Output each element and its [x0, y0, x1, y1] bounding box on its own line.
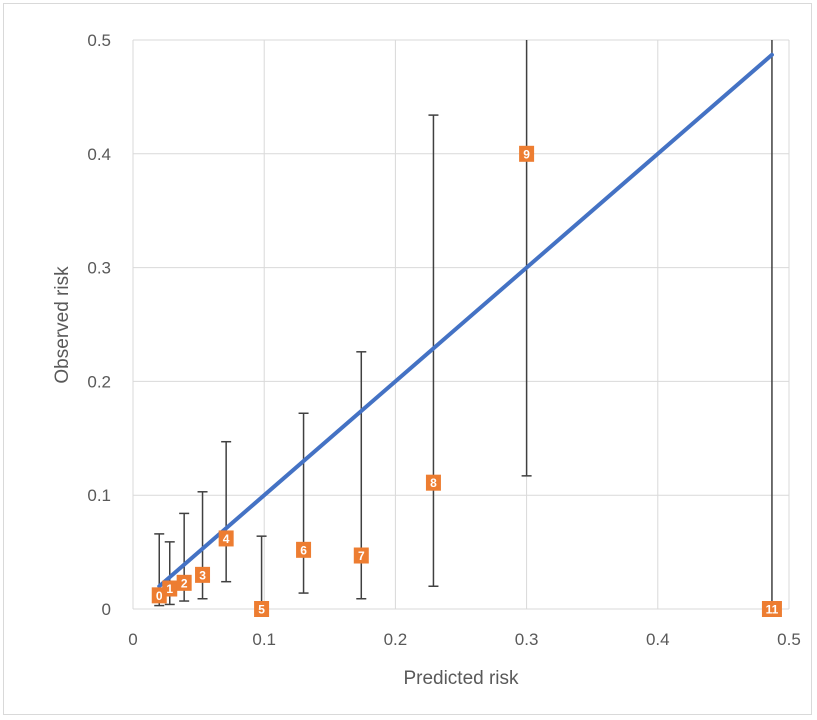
data-point-marker — [218, 530, 234, 547]
y-tick-label: 0.3 — [87, 259, 111, 278]
chart-frame — [3, 3, 812, 715]
y-tick-label: 0.5 — [87, 31, 111, 50]
x-tick-label: 0.5 — [777, 630, 801, 649]
data-point-label: 3 — [199, 568, 206, 582]
x-tick-label: 0 — [128, 630, 137, 649]
data-point-marker — [296, 541, 312, 558]
y-axis-ticks: 0 0.1 0.2 0.3 0.4 0.5 — [87, 31, 111, 619]
data-point-label: 11 — [766, 603, 779, 617]
data-point-label: 8 — [430, 476, 437, 490]
x-tick-label: 0.4 — [646, 630, 670, 649]
data-point-label: 1 — [166, 582, 173, 596]
x-axis-ticks: 0 0.1 0.2 0.3 0.4 0.5 — [128, 630, 801, 649]
data-point-marker — [195, 566, 211, 583]
data-point-marker — [162, 580, 178, 597]
y-tick-label: 0.1 — [87, 486, 111, 505]
data-point-label: 7 — [358, 549, 365, 563]
x-tick-label: 0.2 — [384, 630, 408, 649]
data-point-marker — [176, 574, 192, 591]
reference-line — [157, 52, 774, 589]
data-point-label: 9 — [523, 147, 530, 161]
y-tick-label: 0.4 — [87, 145, 111, 164]
data-point-marker — [254, 601, 270, 617]
gridlines — [132, 39, 790, 610]
x-tick-label: 0.1 — [252, 630, 276, 649]
data-point-label: 6 — [300, 543, 307, 557]
data-point-marker — [761, 601, 782, 617]
x-axis-title: Predicted risk — [403, 668, 519, 689]
data-points: 0 1 23 4 5 6 7 8 9 11 — [151, 145, 782, 617]
y-tick-label: 0 — [102, 600, 111, 619]
data-point-label: 0 — [156, 589, 163, 603]
x-tick-label: 0.3 — [515, 630, 539, 649]
data-point-marker — [519, 145, 535, 162]
data-point-label: 2 — [181, 576, 188, 590]
reference-line-segment — [157, 52, 774, 589]
data-point-marker — [353, 547, 369, 564]
data-point-label: 4 — [223, 532, 230, 546]
y-tick-label: 0.2 — [87, 372, 111, 391]
y-axis-title: Observed risk — [52, 266, 73, 384]
data-point-marker — [425, 474, 441, 491]
data-point-label: 5 — [258, 603, 265, 617]
